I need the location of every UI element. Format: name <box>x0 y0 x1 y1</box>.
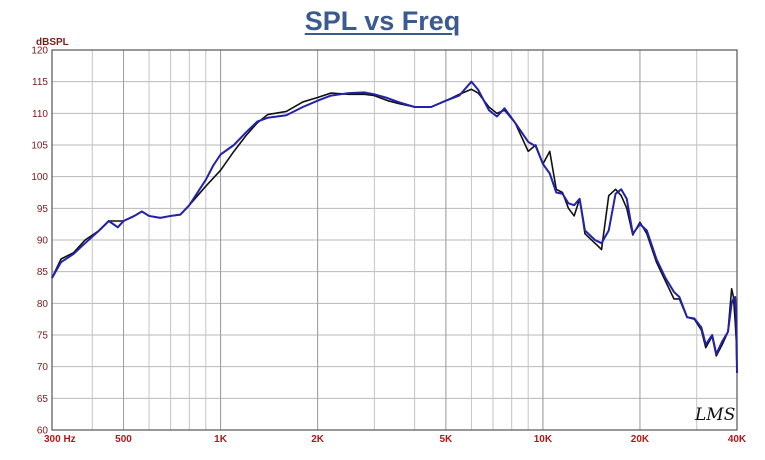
x-tick-label: 40K <box>728 434 747 445</box>
x-tick-label: 300 Hz <box>44 434 76 445</box>
x-tick-label: 1K <box>214 434 228 445</box>
x-tick-label: 20K <box>631 434 650 445</box>
y-tick-label: 65 <box>37 394 49 405</box>
x-tick-label: 10K <box>534 434 553 445</box>
series-layer <box>51 80 738 374</box>
y-tick-label: 110 <box>32 109 48 120</box>
y-tick-label: 120 <box>31 46 48 57</box>
y-tick-label: 90 <box>37 236 49 247</box>
x-tick-label: 5K <box>439 434 453 445</box>
y-tick-label: 70 <box>37 362 49 373</box>
y-tick-label: 100 <box>31 172 48 183</box>
series-line-2 <box>51 80 738 374</box>
chart-title: SPL vs Freq <box>304 6 461 36</box>
plot-frame <box>51 49 738 431</box>
x-tick-label: 500 <box>115 434 132 445</box>
y-tick-label: 60 <box>37 426 49 437</box>
y-tick-label: 75 <box>37 331 49 342</box>
y-tick-label: 115 <box>32 77 48 88</box>
y-tick-label: 85 <box>37 267 49 278</box>
y-tick-label: 95 <box>37 204 49 215</box>
grid-layer <box>51 49 738 431</box>
lms-logo: LMS <box>694 405 735 425</box>
y-tick-label: 80 <box>37 299 49 310</box>
x-tick-label: 2K <box>311 434 325 445</box>
y-tick-label: 105 <box>31 141 48 152</box>
y-axis-label: dBSPL <box>36 37 69 48</box>
